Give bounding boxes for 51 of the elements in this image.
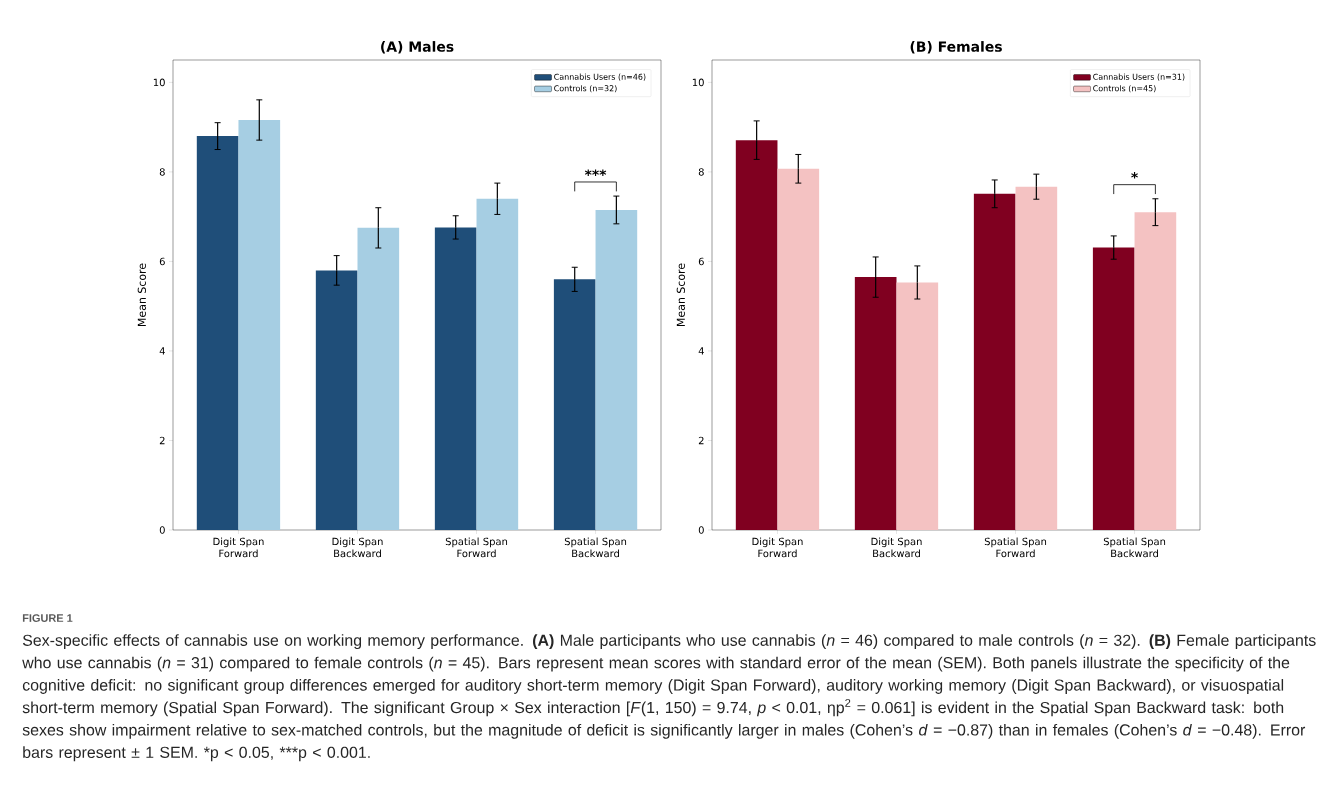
bar — [735, 140, 778, 531]
text: bars represent ± 1 SEM. — [23, 746, 197, 762]
text: *p < 0.05, ***p < 0.001. — [203, 746, 370, 762]
bar — [357, 227, 400, 531]
bar — [553, 279, 596, 531]
bar — [315, 270, 358, 531]
y-axis-title: Mean Score — [676, 263, 685, 326]
y-tick-label: 6 — [698, 257, 704, 266]
y-tick-label: 2 — [698, 436, 704, 445]
chart-title: (A) Males — [381, 41, 454, 54]
bar — [1015, 186, 1058, 531]
text: sexes show impairment relative to sex-matched controls, but the magnitude of deficit is significantly larger in males (Cohen’s d = −0.87) than in females (Cohen’s d = −0.48). — [22, 723, 1261, 739]
x-tick-label: Digit Span Backward — [871, 537, 922, 558]
text: who use cannabis (n = 31) compared to female controls (n = 45). Bars represent mean scores with standard error of the mean (SEM). Both panels illustrate the specificity of the — [22, 656, 1290, 672]
y-tick-label: 0 — [698, 526, 704, 534]
text: short-term memory (Spatial Span Forward). The significant Group × Sex interaction [F(1, 150) = 9.74, p < 0.01, ηp$^{2}$ = 0.061] is evident in the Spatial Span Backward task: both — [22, 698, 1284, 717]
y-tick-label: 2 — [159, 436, 165, 445]
bar — [238, 119, 281, 531]
y-axis-title: Mean Score — [137, 263, 146, 326]
text: Sex-specific effects of cannabis use on working memory performance. (A) Male participants who use cannabis (n = 46) compared to male controls (n = 32). (B) Female participants — [22, 634, 1316, 650]
bar — [196, 136, 239, 531]
x-tick-label: Spatial Span Backward — [564, 537, 627, 558]
y-tick-label: 4 — [159, 347, 165, 355]
y-tick-label: 8 — [159, 168, 165, 176]
bar — [854, 277, 897, 531]
bar — [777, 168, 820, 531]
chart-title: (B) Females — [910, 41, 1002, 54]
y-tick-label: 6 — [159, 257, 165, 266]
y-tick-label: 4 — [698, 347, 704, 355]
bar — [476, 198, 519, 531]
annotation: * — [1131, 172, 1138, 179]
x-tick-label: Spatial Span Forward — [445, 537, 508, 558]
bar — [1134, 212, 1177, 531]
bar — [1092, 247, 1135, 531]
bar — [973, 193, 1016, 531]
y-tick-label: 0 — [159, 526, 165, 534]
caption: FIGURE 1 — [22, 614, 73, 622]
x-tick-label: Spatial Span Forward — [984, 537, 1047, 558]
x-tick-label: Digit Span Backward — [332, 537, 383, 558]
y-tick-label: 10 — [692, 78, 704, 87]
x-tick-label: Digit Span Forward — [213, 537, 264, 558]
text: cognitive deficit: no significant group differences emerged for auditory short-term memory (Digit Span Forward), auditory working memory (Digit Span Backward), or visuospatial — [22, 679, 1284, 694]
x-tick-label: Spatial Span Backward — [1103, 537, 1166, 558]
y-tick-label: 10 — [153, 78, 165, 87]
bar — [595, 209, 638, 531]
bar — [434, 227, 477, 531]
x-tick-label: Digit Span Forward — [752, 537, 803, 558]
text: Error — [1271, 724, 1306, 736]
annotation: *** — [584, 169, 607, 176]
bar — [896, 282, 939, 531]
y-tick-label: 8 — [698, 168, 704, 176]
